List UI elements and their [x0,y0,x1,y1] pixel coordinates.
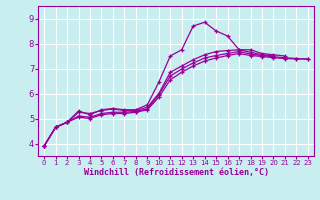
X-axis label: Windchill (Refroidissement éolien,°C): Windchill (Refroidissement éolien,°C) [84,168,268,177]
